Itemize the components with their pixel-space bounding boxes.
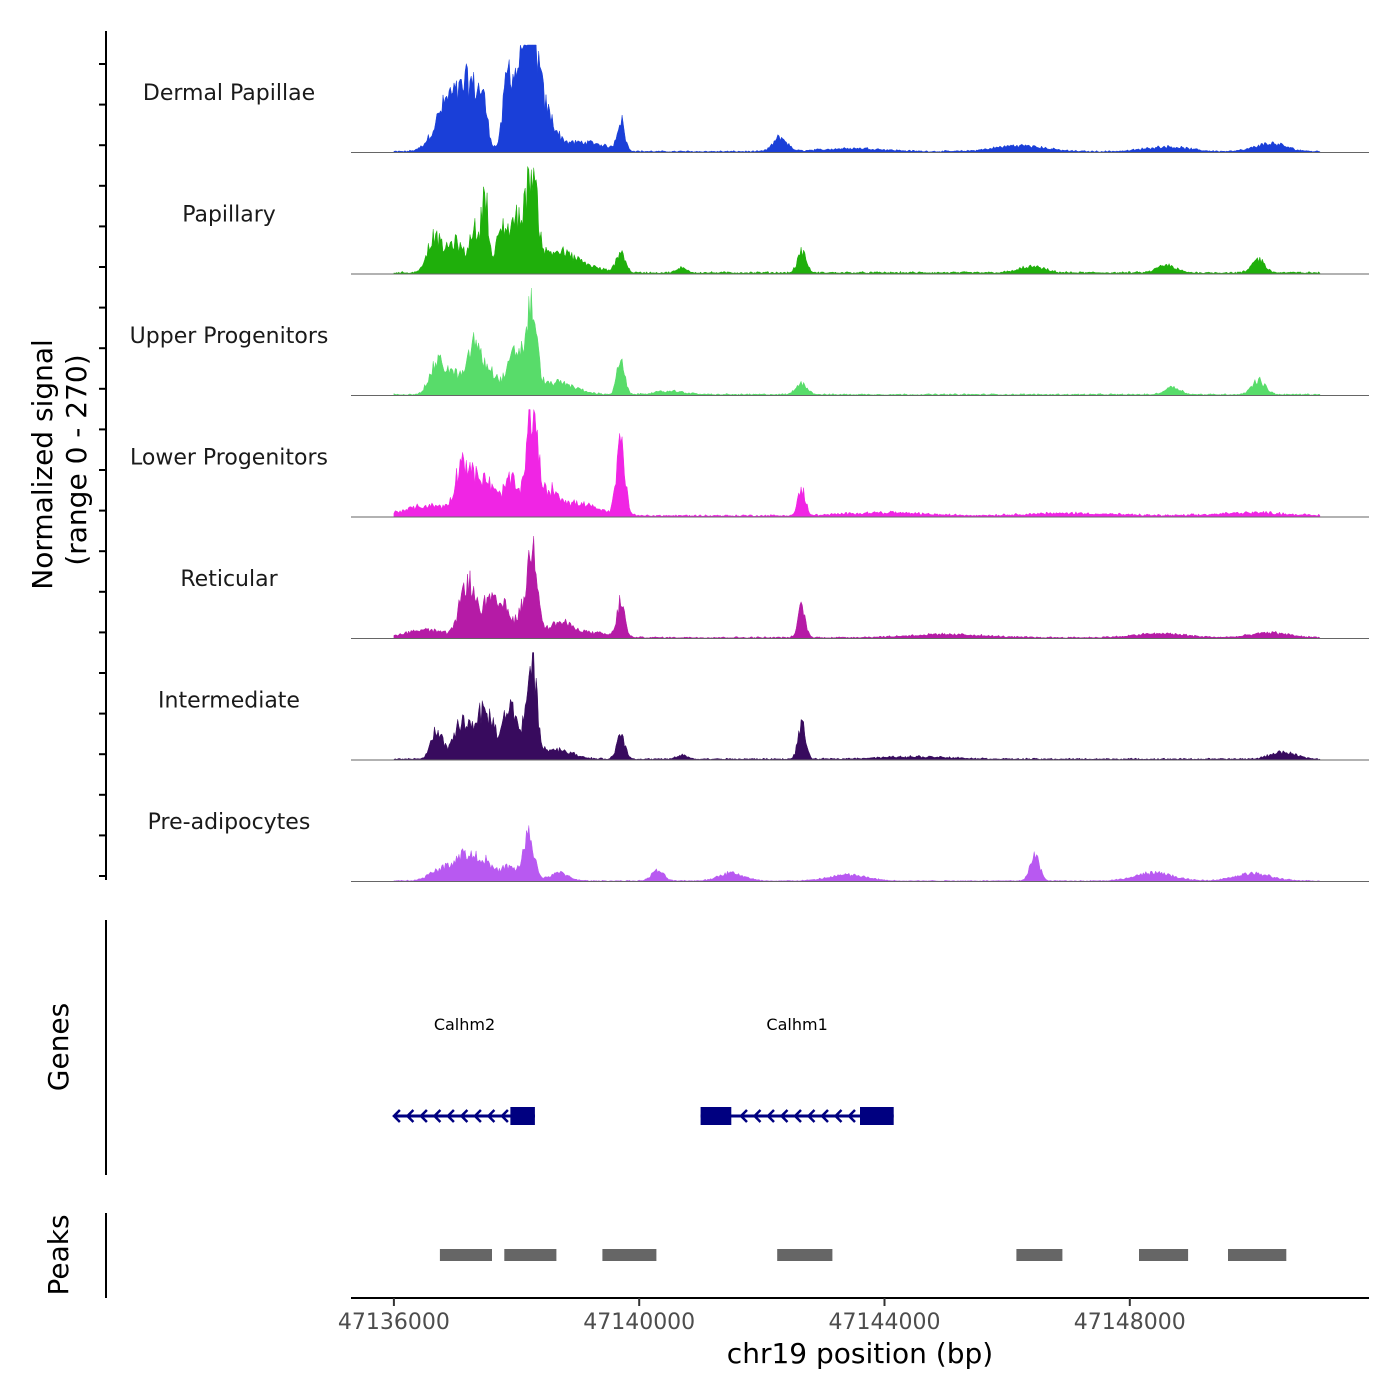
coverage-y-axis [99, 31, 107, 880]
track-label-reticular: Reticular [180, 567, 278, 592]
coverage-track: Pre-adipocytes [148, 810, 1369, 882]
track-label-upper-progenitors: Upper Progenitors [130, 324, 329, 349]
track-label-pre-adipocytes: Pre-adipocytes [148, 810, 311, 835]
coverage-area-upper-progenitors [393, 288, 1321, 396]
peak-region [777, 1249, 833, 1261]
coverage-y-axis-title: Normalized signal (range 0 - 270) [26, 330, 93, 589]
x-tick-label: 47136000 [338, 1310, 450, 1335]
strand-chevron [419, 1109, 428, 1123]
gene-exon [510, 1107, 535, 1125]
coverage-area-dermal-papillae [393, 44, 1321, 153]
genes-layer: Calhm2 Calhm1 [392, 1015, 894, 1125]
peak-region [1228, 1249, 1287, 1261]
peak-region [504, 1249, 557, 1261]
coverage-track: Dermal Papillae [143, 44, 1369, 153]
gene-exon [860, 1107, 894, 1125]
coverage-y-ticks [99, 63, 106, 877]
coverage-track: Papillary [182, 166, 1369, 275]
y-axis-title-line-1: Normalized signal [26, 339, 59, 590]
coverage-area-pre-adipocytes [393, 825, 1321, 882]
strand-chevron [820, 1109, 829, 1123]
strand-chevron [766, 1109, 775, 1123]
gene-exon [700, 1107, 732, 1125]
coverage-track: Lower Progenitors [130, 409, 1369, 518]
strand-chevron [752, 1109, 762, 1123]
y-axis-title-line-2: (range 0 - 270) [60, 354, 93, 565]
strand-chevron [500, 1109, 509, 1123]
track-label-dermal-papillae: Dermal Papillae [143, 81, 315, 106]
coverage-area-reticular [393, 536, 1321, 639]
strand-chevron [806, 1109, 816, 1123]
x-tick-label: 47144000 [829, 1310, 941, 1335]
track-label-intermediate: Intermediate [158, 689, 300, 714]
genes-panel-title: Genes [42, 1003, 75, 1091]
gene-calhm1: Calhm1 [700, 1015, 894, 1125]
strand-chevron [405, 1109, 415, 1123]
strand-chevron [459, 1109, 469, 1123]
track-label-lower-progenitors: Lower Progenitors [130, 446, 328, 471]
strand-chevron [793, 1109, 802, 1123]
strand-chevron [473, 1109, 482, 1123]
gene-calhm2: Calhm2 [392, 1015, 535, 1125]
coverage-area-lower-progenitors [393, 409, 1321, 518]
coverage-tracks: Dermal Papillae Papillary Upper Progenitor… [130, 44, 1369, 882]
x-axis-ticks: 47136000 47140000 47144000 47148000 [338, 1298, 1186, 1335]
peak-region [1016, 1249, 1063, 1261]
strand-chevron [779, 1109, 789, 1123]
strand-chevron [486, 1109, 496, 1123]
x-tick-label: 47140000 [583, 1310, 695, 1335]
peaks-panel-title: Peaks [42, 1214, 75, 1295]
coverage-area-intermediate [393, 652, 1321, 761]
coverage-area-papillary [393, 166, 1321, 275]
coverage-track: Upper Progenitors [130, 288, 1369, 396]
strand-chevron [847, 1109, 856, 1123]
x-axis-title: chr19 position (bp) [727, 1337, 993, 1370]
peaks-layer [439, 1249, 1287, 1261]
track-label-papillary: Papillary [182, 203, 276, 228]
strand-chevron [739, 1109, 748, 1123]
peak-region [602, 1249, 657, 1261]
peak-region [1139, 1249, 1189, 1261]
coverage-track: Reticular [180, 536, 1369, 639]
x-tick-label: 47148000 [1074, 1310, 1186, 1335]
gene-label: Calhm1 [766, 1015, 827, 1034]
coverage-track: Intermediate [158, 652, 1369, 761]
strand-chevron [833, 1109, 843, 1123]
strand-chevron [432, 1109, 442, 1123]
strand-chevron [446, 1109, 455, 1123]
strand-chevron [392, 1109, 401, 1123]
peak-region [439, 1249, 492, 1261]
gene-label: Calhm2 [434, 1015, 495, 1034]
